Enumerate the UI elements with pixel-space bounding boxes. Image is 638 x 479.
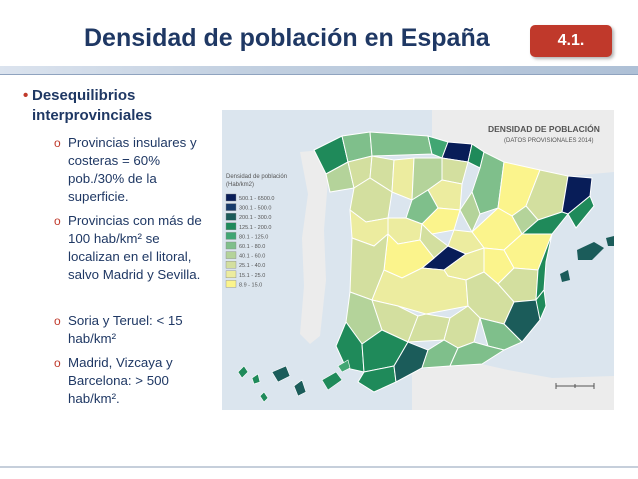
legend-swatch [225, 203, 237, 211]
legend-swatch [225, 212, 237, 221]
sub-bullet-text: Madrid, Vizcaya y Barcelona: > 500 hab/k… [68, 355, 173, 406]
legend-swatch [225, 222, 237, 231]
map-title: DENSIDAD DE POBLACIÓN [488, 123, 600, 134]
legend-label: 125.1 - 200.0 [239, 225, 271, 231]
sub-bullet: o Soria y Teruel: < 15 hab/km² [54, 312, 213, 348]
legend-title: (Hab/km2) [226, 182, 254, 188]
legend-label: 8.9 - 15.0 [239, 282, 262, 288]
circle-bullet-icon: o [54, 356, 61, 370]
legend-label: 80.1 - 125.0 [239, 234, 268, 240]
main-bullet-text: Desequilibrios interprovinciales [32, 87, 153, 124]
legend-swatch [225, 260, 237, 269]
legend-title: Densidad de población [226, 174, 287, 180]
main-bullet: • Desequilibrios interprovinciales [23, 86, 217, 126]
title-divider-band [0, 66, 638, 74]
sub-bullet-text: Provincias insulares y costeras = 60% po… [68, 135, 197, 204]
legend-label: 15.1 - 25.0 [239, 273, 265, 279]
spain-provinces [313, 131, 595, 393]
title-divider-line [0, 74, 638, 75]
legend-label: 25.1 - 40.0 [239, 263, 265, 269]
canary-islands [237, 359, 351, 403]
sub-bullet-text: Provincias con más de 100 hab/km² se loc… [68, 213, 202, 282]
sub-bullet: o Provincias con más de 100 hab/km² se l… [54, 212, 213, 284]
slide-title: Densidad de población en España [84, 24, 490, 52]
legend-swatch [225, 193, 237, 202]
legend-swatch [225, 241, 237, 250]
legend-label: 60.1 - 80.0 [239, 244, 265, 250]
legend-swatch [225, 280, 237, 288]
legend-label: 200.1 - 300.0 [239, 215, 271, 221]
legend-label: 40.1 - 60.0 [239, 254, 265, 260]
section-number-badge: 4.1. [530, 25, 612, 57]
scale-bar [555, 383, 595, 389]
balearic-islands [560, 236, 614, 282]
legend-label: 300.1 - 500.0 [239, 206, 271, 212]
sub-bullet: o Provincias insulares y costeras = 60% … [54, 134, 213, 206]
sub-bullet: o Madrid, Vizcaya y Barcelona: > 500 hab… [54, 354, 213, 408]
sub-bullet-text: Soria y Teruel: < 15 hab/km² [68, 313, 183, 346]
map-legend: Densidad de población (Hab/km2) 500.1 - … [225, 174, 287, 288]
legend-swatch [225, 251, 237, 259]
legend-swatch [225, 270, 237, 279]
bullet-dot-icon: • [23, 87, 29, 104]
legend-label: 500.1 - 6500.0 [239, 196, 274, 202]
neighbor-land [300, 110, 614, 410]
map-subtitle: (DATOS PROVISIONALES 2014) [504, 138, 593, 144]
population-density-map: Densidad de población (Hab/km2) 500.1 - … [222, 110, 614, 410]
circle-bullet-icon: o [54, 214, 61, 228]
legend-swatch [225, 232, 237, 240]
circle-bullet-icon: o [54, 314, 61, 328]
slide-footer-line [0, 466, 638, 468]
circle-bullet-icon: o [54, 136, 61, 150]
